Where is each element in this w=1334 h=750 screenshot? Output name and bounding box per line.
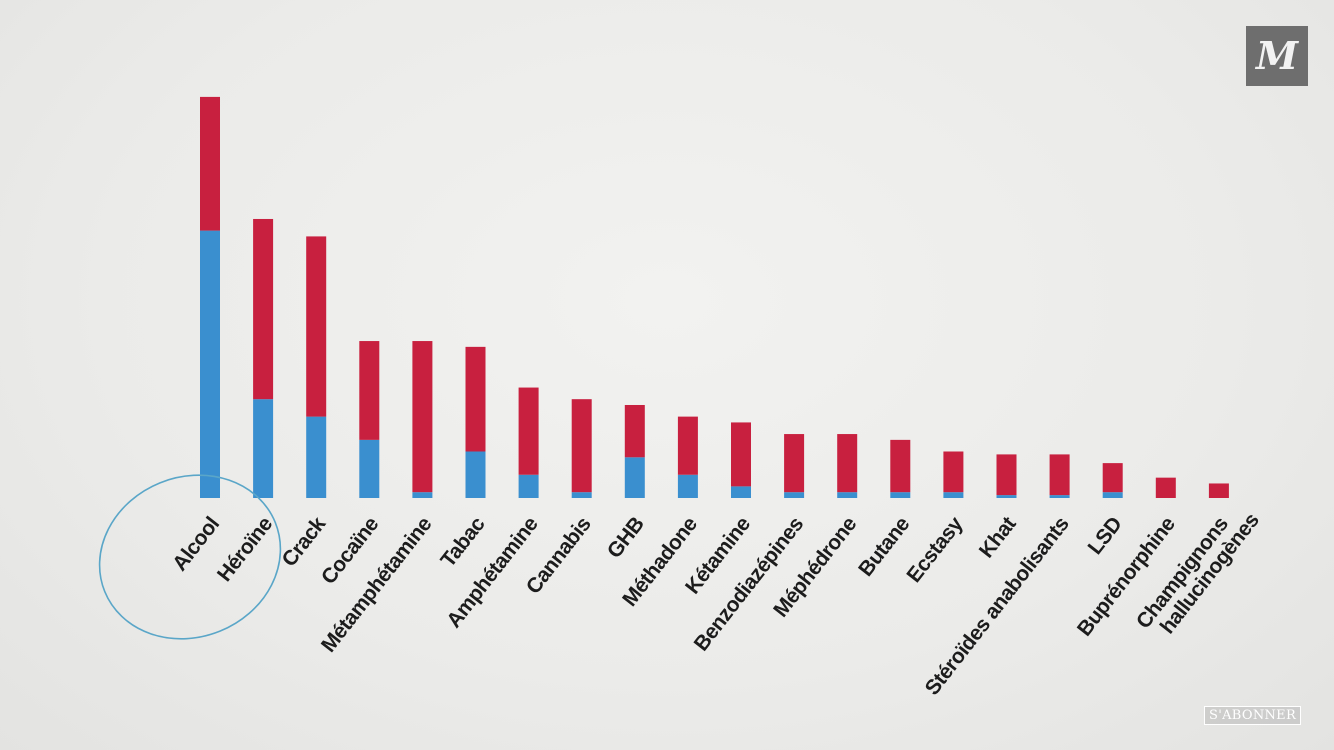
bar-segment-blue-12: [837, 492, 858, 498]
category-label-5: Tabac: [436, 512, 489, 571]
bar-segment-red-5: [465, 346, 486, 452]
category-label-8: GHB: [603, 513, 649, 563]
category-label-19: Champignonshallucinogènes: [1132, 496, 1264, 647]
category-label-0: Alcool: [168, 513, 224, 575]
category-label-15: Khat: [975, 513, 1021, 563]
bar-segment-blue-14: [943, 492, 964, 498]
logo-text: M: [1255, 33, 1299, 78]
bar-segment-blue-0: [200, 230, 220, 498]
bar-segment-red-15: [996, 454, 1017, 496]
bar-segment-red-7: [571, 399, 592, 493]
bar-segment-blue-4: [412, 492, 433, 498]
bar-segment-red-9: [677, 416, 698, 475]
category-label-14: Ecstasy: [902, 512, 967, 587]
bar-segment-red-2: [306, 236, 327, 417]
bar-segment-red-4: [412, 341, 433, 493]
highlight-circle-alcool: [98, 474, 282, 640]
bar-segment-blue-16: [1049, 495, 1070, 498]
bar-segment-blue-13: [890, 492, 911, 498]
bars-group: [200, 96, 1229, 498]
subscribe-button[interactable]: S'ABONNER: [1204, 706, 1302, 725]
category-label-1: Héroïne: [213, 513, 277, 586]
bar-segment-blue-1: [253, 399, 274, 498]
bar-segment-red-11: [784, 434, 805, 493]
bar-segment-blue-6: [518, 474, 539, 498]
bar-segment-red-12: [837, 434, 858, 493]
bar-segment-blue-17: [1102, 492, 1123, 498]
bar-segment-red-14: [943, 451, 964, 493]
bar-segment-blue-8: [624, 457, 645, 498]
bar-segment-red-3: [359, 341, 380, 440]
le-monde-logo[interactable]: M: [1246, 26, 1308, 86]
category-label-2: Crack: [278, 512, 331, 571]
bar-segment-blue-3: [359, 439, 380, 498]
bar-segment-red-6: [518, 387, 539, 475]
bar-segment-blue-5: [465, 451, 486, 498]
bar-segment-blue-11: [784, 492, 805, 498]
bar-segment-red-1: [253, 218, 274, 400]
bar-segment-red-18: [1155, 477, 1176, 498]
category-label-17: LSD: [1084, 513, 1127, 559]
bar-segment-red-10: [731, 422, 751, 487]
bar-segment-blue-2: [306, 416, 327, 498]
bar-segment-red-17: [1102, 463, 1123, 493]
bar-segment-red-16: [1049, 454, 1070, 496]
bar-segment-red-19: [1208, 483, 1229, 498]
bar-segment-blue-15: [996, 495, 1017, 498]
bar-segment-red-13: [890, 439, 911, 493]
bar-segment-blue-9: [677, 474, 698, 498]
bar-segment-red-8: [624, 404, 645, 458]
bar-segment-blue-10: [731, 486, 751, 498]
bar-segment-red-0: [200, 96, 220, 231]
bar-segment-blue-7: [571, 492, 592, 498]
